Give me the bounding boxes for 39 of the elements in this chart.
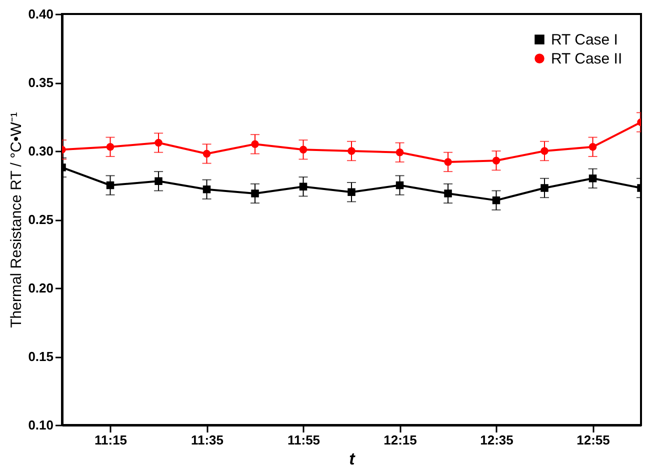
point bbox=[492, 156, 500, 164]
point bbox=[251, 190, 259, 198]
y-tick-label: 0.30 bbox=[28, 144, 54, 158]
point bbox=[106, 143, 114, 151]
point bbox=[396, 181, 404, 190]
point bbox=[540, 184, 548, 192]
y-tick-label: 0.40 bbox=[28, 6, 54, 22]
y-tick-label: 0.10 bbox=[28, 418, 54, 432]
y-tick-label: 0.15 bbox=[28, 349, 54, 364]
point bbox=[348, 147, 356, 155]
x-tick-label: 11:55 bbox=[287, 432, 320, 448]
point bbox=[202, 185, 211, 194]
point bbox=[444, 190, 452, 198]
point bbox=[299, 146, 308, 154]
legend-label: RT Case I bbox=[551, 32, 618, 48]
point bbox=[106, 181, 114, 190]
y-tick-label: 0.35 bbox=[28, 75, 54, 90]
point bbox=[444, 158, 452, 166]
y-tick-label: 0.20 bbox=[28, 280, 54, 296]
point bbox=[588, 143, 597, 151]
x-tick-label: 12:15 bbox=[384, 432, 417, 448]
x-axis-title: t bbox=[349, 450, 356, 468]
y-tick-label: 0.25 bbox=[28, 212, 54, 227]
x-tick-label: 11:15 bbox=[94, 432, 128, 448]
point bbox=[588, 174, 597, 182]
point bbox=[202, 150, 211, 158]
legend-label: RT Case II bbox=[551, 50, 622, 68]
x-tick-label: 12:55 bbox=[576, 432, 610, 448]
point bbox=[540, 147, 548, 155]
x-tick-label: 11:35 bbox=[190, 432, 224, 448]
point bbox=[348, 188, 356, 196]
point bbox=[251, 140, 259, 148]
point bbox=[154, 138, 162, 147]
point bbox=[154, 177, 162, 186]
point bbox=[299, 182, 308, 190]
point bbox=[396, 148, 404, 156]
point bbox=[492, 196, 500, 204]
x-tick-label: 12:35 bbox=[480, 432, 514, 448]
y-axis-title: Thermal Resistance RT / °C•W⁻¹ bbox=[8, 112, 26, 328]
